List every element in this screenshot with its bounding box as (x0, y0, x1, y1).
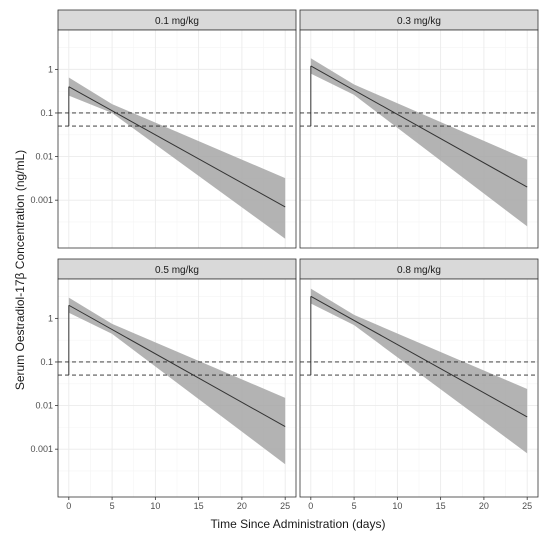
panel-plot-area (58, 30, 296, 248)
confidence-ribbon (68, 77, 286, 239)
x-tick-label: 5 (110, 501, 115, 511)
facet-panel: 0.3 mg/kg (299, 9, 539, 249)
x-axis-title: Time Since Administration (days) (211, 517, 386, 531)
y-tick-label: 0.001 (30, 195, 53, 205)
facet-strip-label: 0.3 mg/kg (397, 16, 441, 27)
panel-plot-area (58, 279, 296, 497)
confidence-ribbon (310, 58, 528, 227)
y-tick-label: 0.1 (40, 108, 53, 118)
confidence-ribbon (68, 297, 286, 465)
panel-border (299, 29, 539, 249)
y-tick-label: 1 (48, 313, 53, 323)
y-tick-label: 1 (48, 64, 53, 74)
x-tick-label: 15 (436, 501, 446, 511)
concentration-line (310, 65, 528, 188)
panel-border (57, 278, 297, 498)
x-tick-label: 10 (150, 501, 160, 511)
y-tick-label: 0.01 (35, 401, 53, 411)
facet-strip-label: 0.8 mg/kg (397, 265, 441, 276)
y-tick-label: 0.1 (40, 357, 53, 367)
y-tick-label: 0.001 (30, 444, 53, 454)
concentration-line (310, 295, 528, 418)
y-axis-title: Serum Oestradiol-17β Concentration (ng/m… (13, 150, 27, 390)
facet-strip-label: 0.1 mg/kg (155, 16, 199, 27)
x-tick-label: 15 (194, 501, 204, 511)
concentration-line (68, 304, 286, 428)
x-tick-label: 25 (280, 501, 290, 511)
facet-panel: 0.8 mg/kg 0 5 10 15 20 25 (299, 258, 539, 511)
concentration-line (68, 86, 286, 208)
x-tick-label: 10 (392, 501, 402, 511)
x-tick-label: 25 (522, 501, 532, 511)
x-tick-label: 0 (308, 501, 313, 511)
x-tick-label: 20 (237, 501, 247, 511)
panel-border (57, 29, 297, 249)
x-tick-label: 20 (479, 501, 489, 511)
facet-panel: 0.1 mg/kg 0.001 0.01 0.1 1 (30, 9, 297, 249)
x-tick-label: 0 (66, 501, 71, 511)
panel-border (299, 278, 539, 498)
panel-plot-area (300, 279, 538, 497)
panel-plot-area (300, 30, 538, 248)
y-tick-label: 0.01 (35, 152, 53, 162)
x-tick-label: 5 (352, 501, 357, 511)
panels-layer: 0.1 mg/kg 0.001 0.01 0.1 1 0.3 mg/kg 0.5 mg/kg… (30, 9, 539, 511)
facet-strip-label: 0.5 mg/kg (155, 265, 199, 276)
confidence-ribbon (310, 288, 528, 454)
